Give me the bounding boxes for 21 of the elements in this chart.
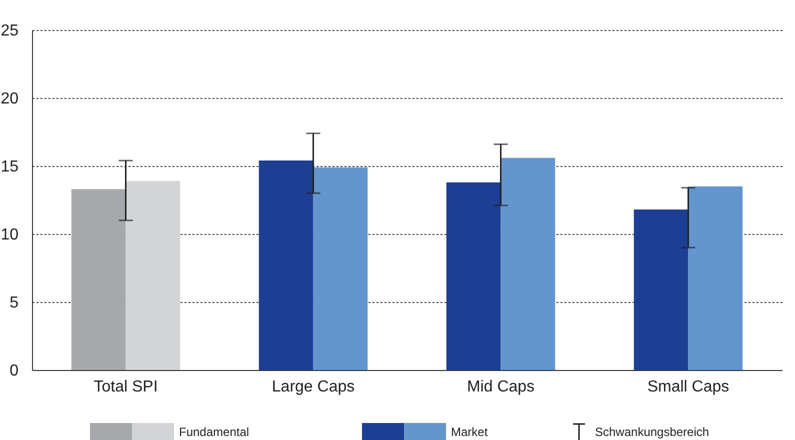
y-tick-label: 15 xyxy=(0,158,19,176)
bar xyxy=(313,167,368,370)
bar xyxy=(258,160,314,370)
bar xyxy=(634,210,688,370)
x-tick-label: Large Caps xyxy=(272,378,355,396)
bar xyxy=(500,158,556,370)
y-tick-label: 0 xyxy=(10,362,19,380)
bar xyxy=(71,189,126,370)
y-tick-label: 5 xyxy=(10,294,19,312)
text: Schwankungsbereich xyxy=(595,424,710,438)
y-tick-label: 25 xyxy=(0,22,19,40)
x-tick-label: Total SPI xyxy=(94,378,158,396)
bar xyxy=(446,182,501,370)
y-tick-label: 20 xyxy=(0,90,19,108)
y-tick-label: 10 xyxy=(0,226,19,244)
x-tick-label: Mid Caps xyxy=(466,378,535,396)
bar xyxy=(688,186,743,370)
text: Fundamental xyxy=(179,424,250,438)
bar xyxy=(126,180,180,370)
text: Market xyxy=(451,424,488,438)
x-tick-label: Small Caps xyxy=(647,378,730,396)
